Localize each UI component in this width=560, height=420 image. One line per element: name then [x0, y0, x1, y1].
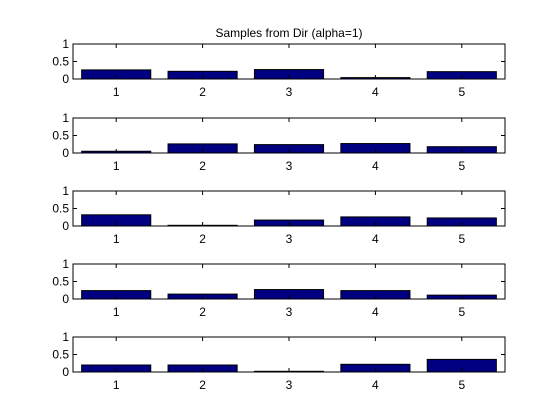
- y-tick-label: 0: [62, 219, 69, 233]
- x-tick-label: 3: [286, 159, 293, 173]
- x-tick-label: 5: [458, 378, 465, 392]
- x-tick-label: 2: [199, 232, 206, 246]
- chart-title: Samples from Dir (alpha=1): [215, 26, 362, 40]
- y-tick-label: 1: [62, 257, 69, 271]
- x-tick-label: 2: [199, 159, 206, 173]
- y-tick-label: 1: [62, 37, 69, 51]
- x-tick-label: 3: [286, 378, 293, 392]
- x-tick-label: 1: [113, 232, 120, 246]
- x-tick-label: 2: [199, 378, 206, 392]
- subplot-3: 0 0.5 1 1 2 3 4 5: [52, 184, 506, 246]
- x-tick-label: 2: [199, 305, 206, 319]
- y-tick-label: 0.5: [52, 129, 69, 143]
- x-tick-label: 3: [286, 232, 293, 246]
- x-tick-label: 1: [113, 305, 120, 319]
- y-tick-label: 1: [62, 111, 69, 125]
- y-tick-label: 0: [62, 292, 69, 306]
- x-tick-label: 1: [113, 159, 120, 173]
- y-tick-label: 0.5: [52, 55, 69, 69]
- y-tick-label: 1: [62, 330, 69, 344]
- y-tick-label: 0: [62, 365, 69, 379]
- y-tick-label: 0: [62, 72, 69, 86]
- x-tick-label: 5: [458, 85, 465, 99]
- x-tick-label: 1: [113, 378, 120, 392]
- x-tick-label: 5: [458, 232, 465, 246]
- x-tick-label: 5: [458, 159, 465, 173]
- y-tick-label: 1: [62, 184, 69, 198]
- y-tick-label: 0.5: [52, 275, 69, 289]
- x-tick-label: 5: [458, 305, 465, 319]
- x-tick-label: 2: [199, 85, 206, 99]
- y-tick-label: 0: [62, 146, 69, 160]
- y-tick-label: 0.5: [52, 348, 69, 362]
- subplot-1: 0 0.5 1 1 2 3 4 5: [52, 37, 506, 99]
- x-tick-label: 4: [372, 159, 379, 173]
- subplot-2: 0 0.5 1 1 2 3 4 5: [52, 111, 506, 173]
- subplot-5: 0 0.5 1 1 2 3 4 5: [52, 330, 506, 392]
- x-tick-label: 4: [372, 85, 379, 99]
- x-tick-label: 4: [372, 378, 379, 392]
- x-tick-label: 4: [372, 232, 379, 246]
- x-tick-label: 3: [286, 305, 293, 319]
- x-tick-label: 4: [372, 305, 379, 319]
- y-tick-label: 0.5: [52, 202, 69, 216]
- subplot-4: 0 0.5 1 1 2 3 4 5: [52, 257, 506, 319]
- x-tick-label: 1: [113, 85, 120, 99]
- x-tick-label: 3: [286, 85, 293, 99]
